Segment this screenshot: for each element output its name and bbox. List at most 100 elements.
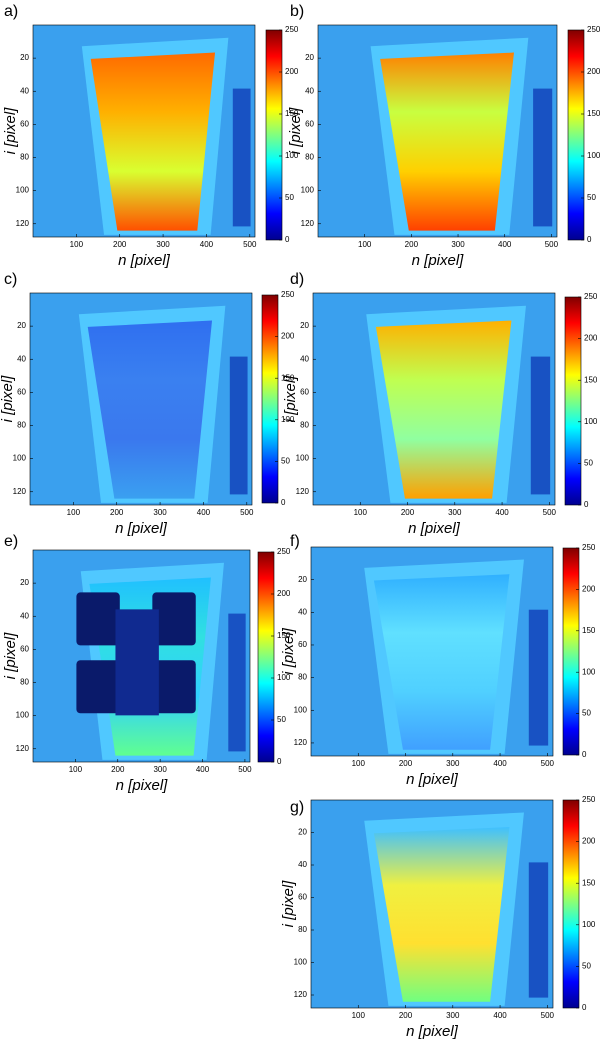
sample xyxy=(87,320,213,499)
colorbar-tick-label: 50 xyxy=(285,193,294,202)
colorbar-tick-label: 100 xyxy=(285,151,299,160)
x-tick-label: 100 xyxy=(352,759,366,768)
sample xyxy=(375,320,512,499)
sample xyxy=(373,827,510,1002)
colorbar-tick-label: 50 xyxy=(582,962,591,971)
sample xyxy=(373,574,510,750)
x-tick-label: 100 xyxy=(358,240,372,249)
dark-edge xyxy=(228,613,246,752)
y-tick-label: 60 xyxy=(298,893,307,902)
y-tick-label: 60 xyxy=(17,387,26,396)
x-tick-label: 500 xyxy=(240,508,254,517)
x-tick-label: 300 xyxy=(446,1011,460,1020)
colorbar-tick-label: 0 xyxy=(582,1003,587,1012)
colorbar-tick-label: 100 xyxy=(277,673,291,682)
y-tick-label: 20 xyxy=(20,53,29,62)
colorbar xyxy=(562,547,580,756)
y-axis-label: i [pixel] xyxy=(2,107,19,155)
x-tick-label: 200 xyxy=(113,240,127,249)
x-axis-label: n [pixel] xyxy=(408,520,461,537)
x-tick-label: 100 xyxy=(354,508,368,517)
dark-block xyxy=(152,592,196,646)
colorbar-tick-label: 200 xyxy=(582,837,596,846)
y-tick-label: 100 xyxy=(13,454,27,463)
colorbar-tick-label: 50 xyxy=(587,193,596,202)
colorbar xyxy=(564,296,582,506)
axes-frame xyxy=(310,546,554,757)
axes-frame xyxy=(32,549,251,763)
colorbar-tick-label: 0 xyxy=(587,235,592,244)
colorbar-tick-label: 150 xyxy=(285,109,299,118)
colorbar-tick-label: 0 xyxy=(281,498,286,507)
x-tick-label: 400 xyxy=(197,508,211,517)
sample xyxy=(380,52,514,231)
colorbar xyxy=(257,551,275,763)
x-tick-label: 200 xyxy=(111,765,125,774)
x-tick-label: 500 xyxy=(545,240,559,249)
y-tick-label: 80 xyxy=(17,421,26,430)
panel-label: c) xyxy=(4,271,17,288)
y-tick-label: 120 xyxy=(296,487,310,496)
panel-label: d) xyxy=(290,271,304,288)
dark-block xyxy=(76,660,120,714)
sample xyxy=(90,52,216,231)
colorbar-tick-label: 100 xyxy=(582,667,596,676)
panel-label: b) xyxy=(290,3,304,20)
y-tick-label: 120 xyxy=(294,990,308,999)
y-tick-label: 100 xyxy=(294,958,308,967)
colorbar-tick-label: 250 xyxy=(281,290,295,299)
y-axis-label: i [pixel] xyxy=(0,375,16,423)
colorbar-tick-label: 100 xyxy=(587,151,600,160)
colorbar-tick-label: 50 xyxy=(281,457,290,466)
x-tick-label: 400 xyxy=(196,765,210,774)
colorbar-tick-label: 200 xyxy=(587,67,600,76)
colorbar-tick-label: 50 xyxy=(277,715,286,724)
y-axis-label: i [pixel] xyxy=(280,880,297,928)
colorbar-tick-label: 250 xyxy=(582,543,596,552)
colorbar-tick-label: 150 xyxy=(582,626,596,635)
dark-edge xyxy=(528,609,549,746)
x-tick-label: 400 xyxy=(495,508,509,517)
y-tick-label: 60 xyxy=(305,119,314,128)
y-tick-label: 120 xyxy=(16,219,30,228)
colorbar-tick-label: 50 xyxy=(582,709,591,718)
x-tick-label: 500 xyxy=(238,765,252,774)
colorbar-tick-label: 0 xyxy=(285,235,290,244)
x-tick-label: 200 xyxy=(399,759,413,768)
x-axis-label: n [pixel] xyxy=(412,252,465,269)
x-tick-label: 300 xyxy=(156,240,170,249)
x-tick-label: 200 xyxy=(399,1011,413,1020)
x-tick-label: 300 xyxy=(153,508,167,517)
colorbar xyxy=(567,29,585,241)
y-tick-label: 100 xyxy=(301,186,315,195)
y-tick-label: 120 xyxy=(294,738,308,747)
dark-block xyxy=(76,592,120,646)
x-axis-label: n [pixel] xyxy=(115,520,168,537)
colorbar-tick-label: 150 xyxy=(281,373,295,382)
y-tick-label: 100 xyxy=(296,454,310,463)
y-tick-label: 80 xyxy=(305,153,314,162)
y-tick-label: 20 xyxy=(17,321,26,330)
y-tick-label: 20 xyxy=(298,828,307,837)
colorbar-tick-label: 200 xyxy=(277,589,291,598)
colorbar-tick-label: 100 xyxy=(281,415,295,424)
y-tick-label: 80 xyxy=(298,925,307,934)
axes-frame xyxy=(317,24,558,238)
dark-edge xyxy=(530,356,551,495)
x-tick-label: 200 xyxy=(401,508,415,517)
x-tick-label: 200 xyxy=(405,240,419,249)
x-tick-label: 400 xyxy=(493,1011,507,1020)
colorbar-tick-label: 250 xyxy=(584,292,598,301)
axes-frame xyxy=(310,799,554,1009)
axes-frame xyxy=(29,292,253,506)
dark-block xyxy=(152,660,196,714)
colorbar-tick-label: 200 xyxy=(584,334,598,343)
y-tick-label: 120 xyxy=(301,219,315,228)
